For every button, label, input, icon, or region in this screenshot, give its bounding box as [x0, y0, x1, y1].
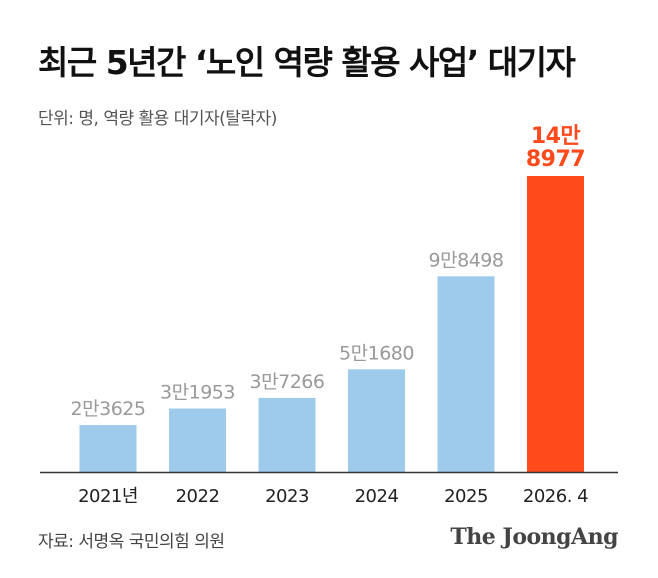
source-note: 자료: 서명옥 국민의힘 의원	[38, 532, 225, 552]
x-tick-label-1: 2022	[176, 486, 220, 507]
brand-logo: The JoongAng	[450, 524, 618, 550]
bar-2	[258, 397, 316, 472]
bar-3	[348, 369, 405, 472]
x-tick-label-0: 2021년	[78, 486, 138, 507]
data-label-4: 9만8498	[429, 249, 504, 271]
bar-5	[527, 175, 584, 472]
chart-title: 최근 5년간 ‘노인 역량 활용 사업’ 대기자	[38, 43, 576, 82]
data-label-3: 5만1680	[339, 342, 414, 364]
unit-note: 단위: 명, 역량 활용 대기자(탈락자)	[38, 109, 277, 129]
data-label-1: 3만1953	[160, 382, 235, 404]
bar-1	[169, 408, 226, 472]
bar-chart: 2만3625 2021년 3만1953 2022 3만7266 2023 5만1680 202…	[40, 124, 618, 507]
x-tick-label-3: 2024	[355, 486, 399, 507]
x-tick-label-2: 2023	[265, 486, 309, 507]
data-label-0: 2만3625	[71, 398, 146, 420]
data-label-5: 14만 8977	[526, 124, 585, 172]
x-tick-label-5: 2026. 4	[523, 486, 588, 507]
bar-4	[437, 276, 495, 472]
x-tick-label-4: 2025	[444, 486, 488, 507]
data-label-2: 3만7266	[250, 371, 325, 393]
bar-0	[79, 425, 137, 472]
